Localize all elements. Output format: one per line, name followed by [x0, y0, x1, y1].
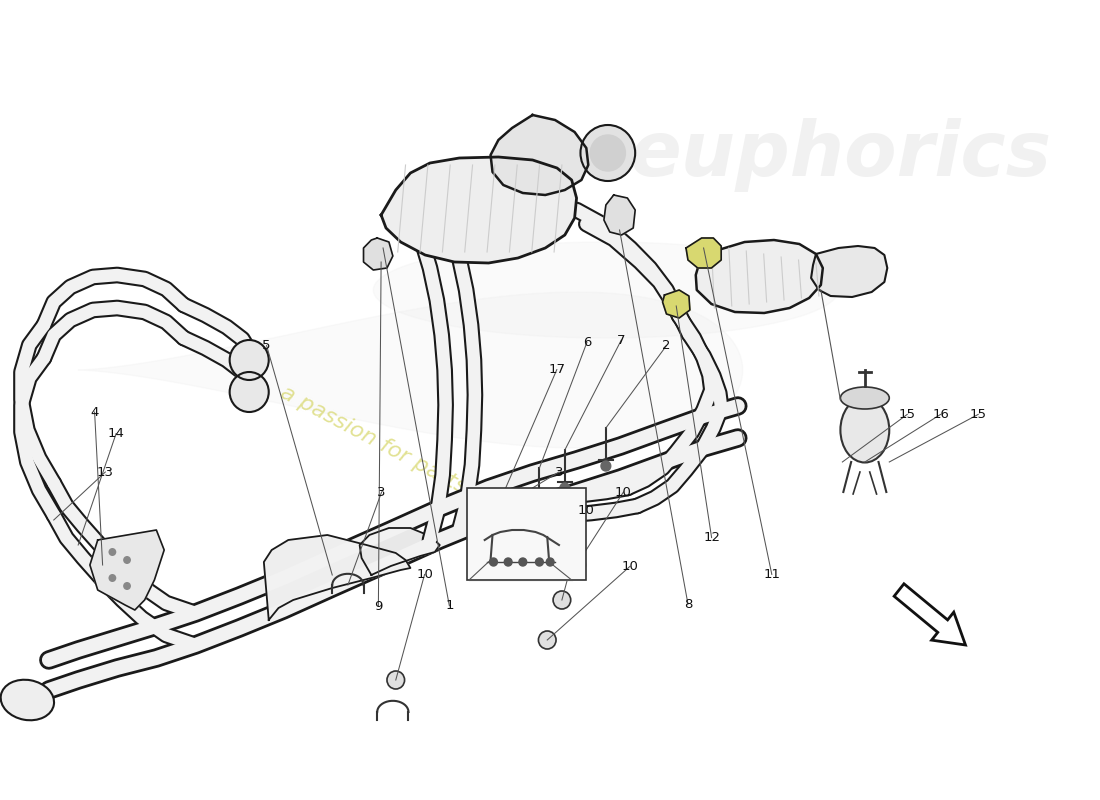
Polygon shape	[811, 246, 888, 297]
Circle shape	[535, 501, 544, 511]
Text: 10: 10	[578, 504, 594, 517]
Circle shape	[230, 372, 268, 412]
Text: 13: 13	[97, 466, 113, 478]
Text: 3: 3	[554, 466, 563, 478]
Circle shape	[547, 558, 554, 566]
Text: 4: 4	[90, 406, 99, 418]
FancyBboxPatch shape	[468, 488, 586, 580]
Circle shape	[123, 556, 131, 564]
Circle shape	[591, 135, 626, 171]
Ellipse shape	[1, 680, 54, 720]
Text: 8: 8	[684, 598, 692, 610]
Polygon shape	[491, 115, 588, 195]
Polygon shape	[696, 240, 823, 313]
Text: 10: 10	[416, 568, 433, 581]
Circle shape	[490, 558, 497, 566]
Text: 1: 1	[446, 599, 453, 612]
Circle shape	[601, 461, 610, 471]
Text: 10: 10	[615, 486, 631, 498]
Polygon shape	[686, 238, 722, 268]
Circle shape	[504, 558, 513, 566]
Text: 14: 14	[108, 427, 124, 440]
Polygon shape	[381, 157, 576, 263]
Polygon shape	[360, 528, 440, 575]
Circle shape	[109, 574, 117, 582]
Circle shape	[109, 548, 117, 556]
Circle shape	[519, 558, 527, 566]
Circle shape	[538, 631, 556, 649]
Text: 12: 12	[703, 531, 720, 544]
Text: 11: 11	[763, 568, 780, 581]
Text: 16: 16	[932, 408, 949, 421]
Polygon shape	[662, 290, 690, 318]
Polygon shape	[264, 535, 410, 620]
Text: a passion for parts since 1999: a passion for parts since 1999	[277, 382, 583, 558]
Polygon shape	[78, 292, 743, 448]
Text: 3: 3	[377, 486, 386, 498]
FancyArrow shape	[894, 584, 966, 645]
Circle shape	[536, 558, 543, 566]
Circle shape	[387, 671, 405, 689]
Circle shape	[568, 556, 585, 574]
Circle shape	[553, 591, 571, 609]
Polygon shape	[604, 195, 635, 235]
Text: 5: 5	[262, 339, 271, 352]
Text: 17: 17	[548, 363, 565, 376]
Circle shape	[123, 582, 131, 590]
Polygon shape	[373, 242, 838, 338]
Text: 6: 6	[583, 336, 591, 349]
Text: 15: 15	[970, 408, 987, 421]
Circle shape	[581, 125, 635, 181]
Ellipse shape	[840, 387, 889, 409]
Polygon shape	[363, 238, 393, 270]
Circle shape	[230, 340, 268, 380]
Text: 7: 7	[617, 334, 626, 346]
Circle shape	[560, 483, 570, 493]
Text: 10: 10	[621, 560, 638, 573]
Polygon shape	[90, 530, 164, 610]
Text: 15: 15	[899, 408, 915, 421]
Text: euphorics: euphorics	[629, 118, 1052, 192]
Text: 9: 9	[374, 600, 383, 613]
Ellipse shape	[840, 398, 889, 462]
Text: 2: 2	[662, 339, 671, 352]
